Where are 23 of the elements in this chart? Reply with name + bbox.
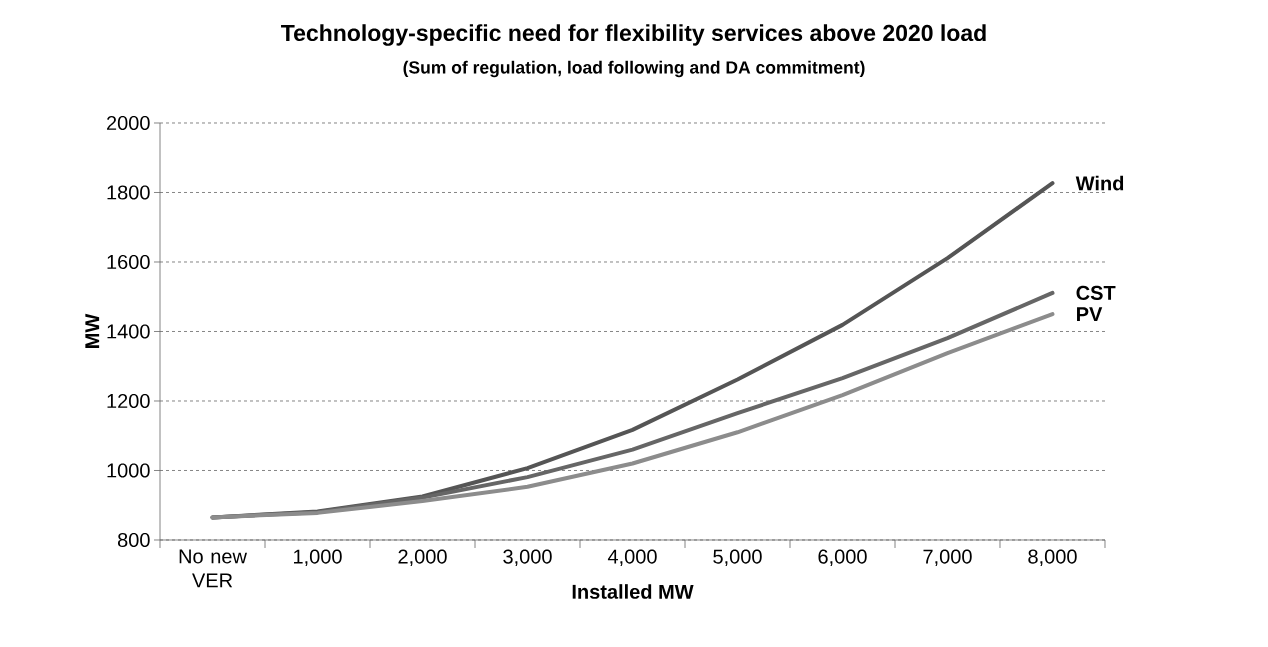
x-tick-label: 4,000 <box>607 549 657 567</box>
x-tick-label: 5,000 <box>713 549 762 567</box>
y-tick-label: 1200 <box>107 393 150 409</box>
x-tick-label: 8,000 <box>1028 549 1077 567</box>
chart-title: Technology-specific need for flexibility services above 2020 load <box>281 24 986 46</box>
x-tick-label: 1,000 <box>294 549 342 567</box>
y-axis-title: MW <box>85 313 100 348</box>
x-tick-label: 6,000 <box>818 549 867 567</box>
x-tick-label: 3,000 <box>503 549 552 567</box>
series-label: PV <box>1077 307 1103 321</box>
series-label: CST <box>1076 285 1116 300</box>
y-tick-label: 1800 <box>107 185 150 200</box>
x-tick-label: 2,000 <box>398 549 447 567</box>
y-tick-label: 1600 <box>107 254 150 270</box>
y-tick-label: 1400 <box>107 324 150 339</box>
x-tick-label: 7,000 <box>923 549 972 567</box>
x-axis-title: Installed MW <box>572 584 694 599</box>
y-tick-label: 2000 <box>106 115 150 131</box>
y-tick-label: 1000 <box>107 463 150 478</box>
x-tick-label: No new VER <box>179 549 247 588</box>
series-label: Wind <box>1075 175 1124 191</box>
y-tick-label: 800 <box>117 532 150 548</box>
chart-subtitle: (Sum of regulation, load following and DA commitment) <box>403 60 865 78</box>
